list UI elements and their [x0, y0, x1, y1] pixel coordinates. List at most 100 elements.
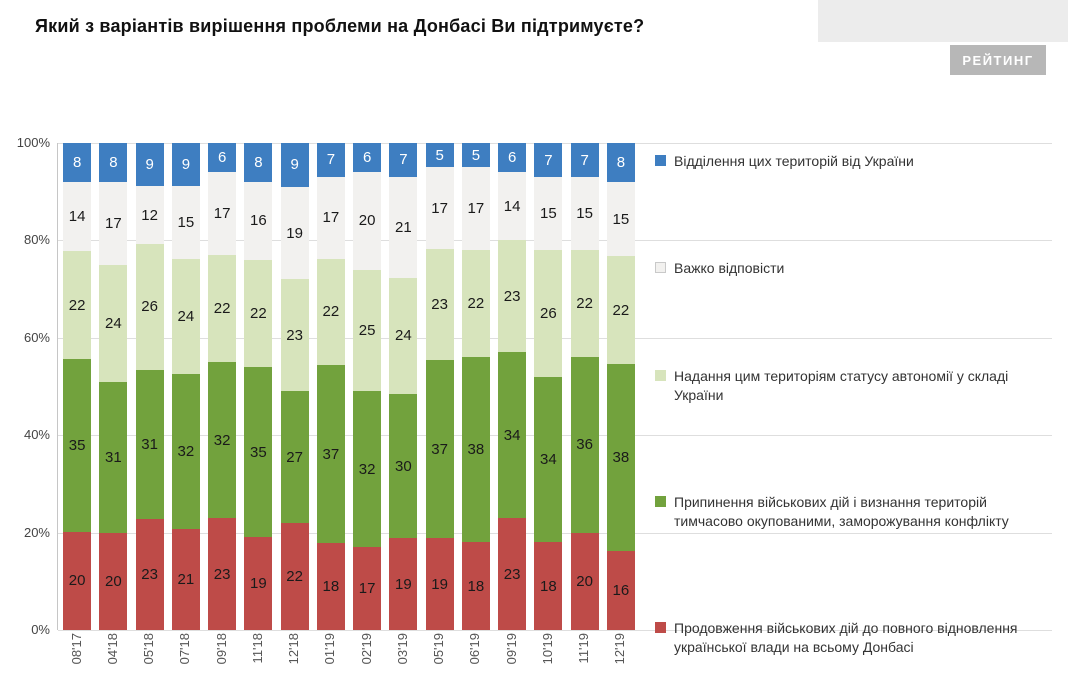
- legend-label: Важко відповісти: [674, 260, 785, 277]
- bar-value-label: 6: [217, 149, 227, 167]
- bar-value-label: 7: [580, 151, 589, 169]
- bar-segment: 22: [316, 258, 345, 365]
- bar-05'18: 23 31 26 12 9: [135, 143, 164, 630]
- x-axis-labels: 08'17 04'18 05'18 07'18 09'18 11'18 12'18 01'19…: [58, 633, 638, 679]
- bar-segment: 17: [425, 167, 454, 250]
- legend-item: Важко відповісти: [655, 259, 1055, 278]
- bar-value-label: 23: [431, 296, 448, 314]
- x-tick-text: 03'19: [394, 633, 410, 665]
- bar-value-label: 22: [213, 300, 231, 318]
- bar-segment: 22: [461, 250, 490, 358]
- bar-segment: 18: [316, 543, 345, 630]
- bar-value-label: 34: [540, 451, 557, 469]
- bar-segment: 8: [63, 143, 92, 183]
- bar-segment: 32: [208, 362, 237, 518]
- y-tick-label: 60%: [23, 329, 50, 345]
- x-tick-text: 01'19: [322, 633, 338, 665]
- bar-value-label: 8: [72, 154, 82, 172]
- bar-segment: 18: [461, 542, 490, 630]
- bar-value-label: 36: [576, 436, 593, 454]
- bar-value-label: 22: [286, 567, 303, 585]
- bar-segment: 14: [63, 182, 92, 252]
- x-tick-label: 11'19: [566, 633, 602, 679]
- bar-value-label: 19: [431, 575, 448, 593]
- bar-value-label: 32: [358, 460, 376, 478]
- bar-value-label: 37: [322, 445, 340, 463]
- bar-value-label: 26: [540, 304, 557, 322]
- bar-value-label: 23: [213, 565, 231, 583]
- bar-value-label: 20: [358, 212, 376, 230]
- x-tick-label: 03'19: [384, 633, 420, 679]
- bar-segment: 18: [534, 542, 563, 630]
- header-strip: [818, 0, 1068, 42]
- bar-08'17: 20 35 22 14 8: [63, 143, 92, 630]
- bar-segment: 15: [606, 182, 635, 257]
- bar-value-label: 15: [177, 214, 195, 232]
- bar-segment: 6: [498, 143, 527, 173]
- bar-07'18: 21 32 24 15 9: [171, 143, 200, 630]
- legend-label: Продовження військових дій до повного ві…: [674, 620, 1018, 656]
- x-tick-label: 11'18: [239, 633, 275, 679]
- x-tick-text: 08'17: [68, 633, 84, 665]
- bar-segment: 9: [171, 143, 200, 187]
- bar-value-label: 24: [105, 314, 122, 332]
- bar-segment: 19: [280, 186, 309, 280]
- legend-label: Надання цим територіям статусу автономії…: [674, 367, 1009, 403]
- bar-segment: 22: [63, 251, 92, 360]
- y-tick-label: 20%: [23, 524, 50, 540]
- bar-segment: 8: [244, 143, 273, 183]
- bar-segment: 23: [498, 518, 527, 630]
- bar-segment: 21: [389, 176, 418, 279]
- x-tick-text: 10'19: [539, 633, 555, 665]
- x-tick-label: 05'19: [421, 633, 457, 679]
- bar-value-label: 37: [431, 440, 448, 458]
- bar-value-label: 22: [250, 304, 267, 322]
- x-tick-text: 06'19: [467, 633, 483, 665]
- bar-segment: 7: [534, 143, 563, 178]
- bar-segment: 35: [63, 359, 92, 532]
- x-tick-text: 07'18: [177, 633, 193, 665]
- bar-segment: 19: [389, 538, 418, 630]
- bar-value-label: 22: [68, 296, 86, 314]
- legend-swatch: [655, 155, 666, 166]
- bar-value-label: 15: [576, 205, 593, 223]
- bar-value-label: 18: [467, 577, 485, 595]
- x-tick-text: 11'19: [576, 633, 592, 664]
- bar-value-label: 17: [358, 580, 376, 598]
- bar-segment: 24: [389, 278, 418, 394]
- x-tick-label: 09'19: [493, 633, 529, 679]
- bar-value-label: 20: [68, 572, 86, 590]
- legend-swatch: [655, 262, 666, 274]
- bar-segment: 16: [606, 551, 635, 630]
- bar-value-label: 22: [322, 303, 340, 321]
- x-tick-label: 02'19: [348, 633, 384, 679]
- bar-value-label: 31: [105, 448, 122, 466]
- bar-06'19: 18 38 22 17 5: [461, 143, 490, 630]
- bar-value-label: 17: [105, 214, 122, 232]
- bar-segment: 26: [135, 244, 164, 370]
- bar-segment: 7: [389, 143, 418, 177]
- rating-logo: РЕЙТИНГ: [950, 45, 1046, 75]
- bar-segment: 15: [570, 177, 599, 251]
- x-tick-label: 01'19: [312, 633, 348, 679]
- bar-value-label: 24: [177, 308, 195, 326]
- bar-segment: 34: [534, 376, 563, 543]
- bar-value-label: 6: [507, 149, 517, 167]
- x-tick-label: 09'18: [203, 633, 239, 679]
- bar-value-label: 24: [395, 327, 412, 345]
- bar-10'19: 18 34 26 15 7: [534, 143, 563, 630]
- legend-swatch: [655, 369, 666, 381]
- x-tick-label: 12'19: [602, 633, 638, 679]
- bar-value-label: 5: [471, 146, 481, 164]
- bar-value-label: 16: [612, 582, 630, 600]
- bar-segment: 32: [171, 374, 200, 529]
- bar-segment: 38: [461, 357, 490, 543]
- x-tick-text: 02'19: [358, 633, 374, 665]
- bar-value-label: 23: [503, 565, 521, 583]
- bar-value-label: 18: [322, 578, 340, 596]
- bar-value-label: 31: [141, 435, 158, 453]
- bar-segment: 30: [389, 393, 418, 539]
- bar-segment: 9: [280, 143, 309, 187]
- bar-segment: 27: [280, 391, 309, 523]
- bar-value-label: 27: [286, 448, 303, 466]
